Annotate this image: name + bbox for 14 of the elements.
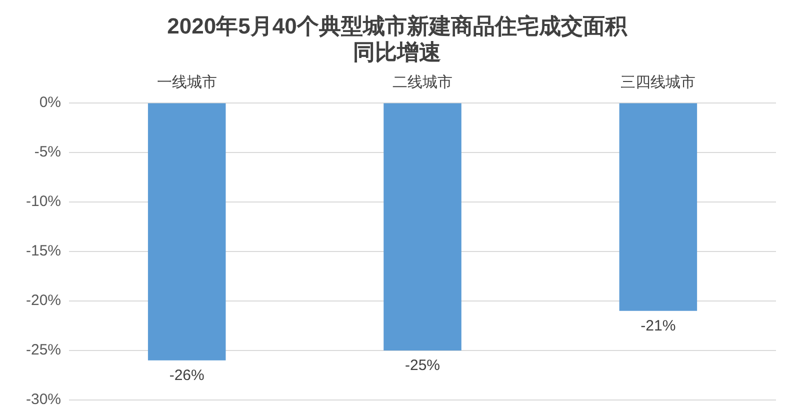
- y-tick-label: 0%: [39, 94, 62, 111]
- data-label: -21%: [640, 317, 676, 334]
- data-label: -25%: [404, 357, 440, 374]
- x-tick-label: 三四线城市: [620, 74, 696, 91]
- chart-title: 2020年5月40个典型城市新建商品住宅成交面积同比增速: [167, 13, 628, 65]
- x-tick-label: 二线城市: [392, 74, 453, 91]
- y-tick-label: -10%: [26, 193, 62, 210]
- data-label: -26%: [169, 367, 204, 384]
- y-tick-label: -15%: [26, 242, 62, 260]
- y-tick-label: -5%: [34, 143, 62, 160]
- y-tick-label: -25%: [26, 342, 62, 359]
- x-tick-label: 一线城市: [156, 74, 217, 91]
- y-tick-label: -30%: [26, 391, 62, 408]
- y-tick-label: -20%: [26, 292, 62, 310]
